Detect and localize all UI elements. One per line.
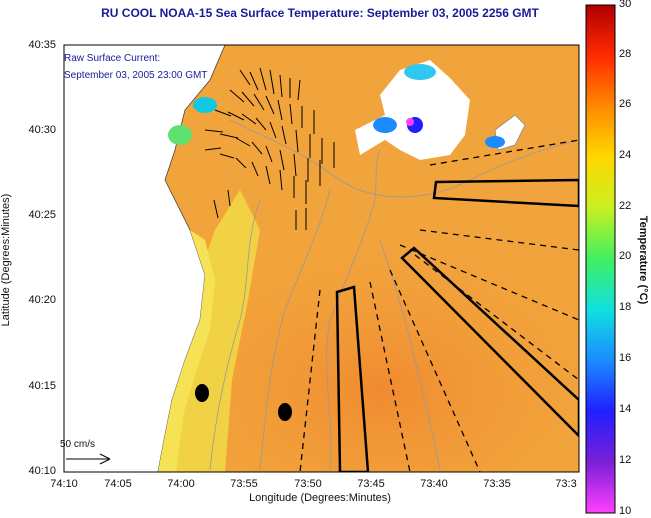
xtick-label: 73:3 xyxy=(555,478,577,490)
cold-patch-magenta xyxy=(406,118,414,126)
y-axis-label: Latitude (Degrees:Minutes) xyxy=(0,193,12,327)
buoy-marker-2 xyxy=(278,403,292,421)
sampling-transects xyxy=(299,139,579,472)
scale-arrow xyxy=(66,453,111,465)
cool-patch xyxy=(373,117,397,133)
xtick-label: 73:50 xyxy=(294,478,322,490)
ytick-label: 40:25 xyxy=(28,209,56,221)
xtick-label: 74:05 xyxy=(104,478,132,490)
plot-frame xyxy=(63,44,580,473)
cool-patch-4 xyxy=(404,64,436,80)
colorbar-tick: 16 xyxy=(619,352,632,364)
xtick-label: 73:35 xyxy=(483,478,511,490)
ytick-label: 40:10 xyxy=(28,465,56,477)
colorbar-tick: 18 xyxy=(619,301,632,313)
cloud-mask xyxy=(355,60,470,160)
colorbar-tick: 28 xyxy=(619,48,632,60)
xtick-label: 74:10 xyxy=(50,478,78,490)
colorbar xyxy=(585,4,616,514)
colorbar-tick: 24 xyxy=(619,149,632,161)
buoy-marker xyxy=(195,384,209,402)
cool-patch-5 xyxy=(168,125,192,145)
legend-line-2: September 03, 2005 23:00 GMT xyxy=(64,70,208,81)
ytick-label: 40:20 xyxy=(28,294,56,306)
coastal-band xyxy=(158,230,215,472)
xtick-label: 73:55 xyxy=(230,478,258,490)
colorbar-tick: 14 xyxy=(619,403,632,415)
colorbar-tick: 10 xyxy=(619,505,632,517)
xtick-label: 73:40 xyxy=(420,478,448,490)
xtick-label: 73:45 xyxy=(357,478,385,490)
legend-line-1: Raw Surface Current: xyxy=(64,53,161,64)
colorbar-tick: 12 xyxy=(619,454,632,466)
ytick-label: 40:30 xyxy=(28,124,56,136)
current-vectors xyxy=(204,67,335,230)
study-boxes xyxy=(335,178,579,472)
colorbar-label: Temperature (°C) xyxy=(637,215,649,305)
colorbar-tick: 20 xyxy=(619,250,632,262)
cool-patch-2 xyxy=(485,136,505,148)
bathymetry-contours xyxy=(209,119,579,471)
colorbar-tick: 26 xyxy=(619,98,632,110)
cool-patch-3 xyxy=(193,97,217,113)
x-axis-label: Longitude (Degrees:Minutes) xyxy=(249,492,391,504)
ytick-label: 40:35 xyxy=(28,39,56,51)
map-title: RU COOL NOAA-15 Sea Surface Temperature:… xyxy=(101,6,539,20)
colorbar-tick: 30 xyxy=(619,0,632,10)
colorbar-tick: 22 xyxy=(619,200,632,212)
scale-label: 50 cm/s xyxy=(60,439,96,450)
xtick-label: 74:00 xyxy=(167,478,195,490)
ytick-label: 40:15 xyxy=(28,380,56,392)
